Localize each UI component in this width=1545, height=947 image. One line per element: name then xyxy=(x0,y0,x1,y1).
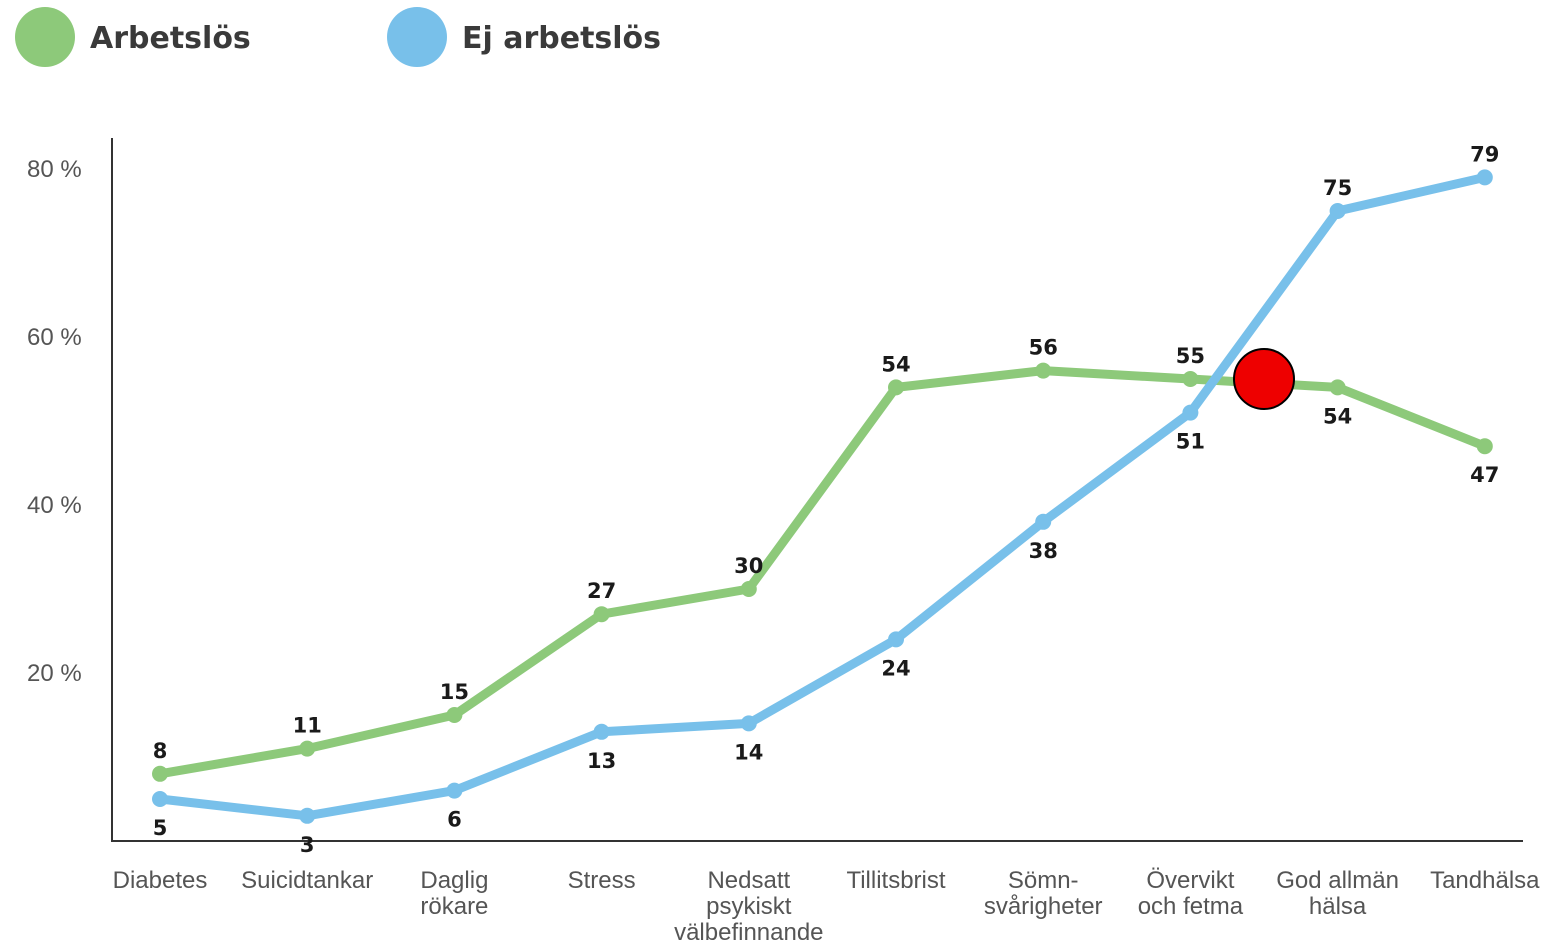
data-point xyxy=(299,740,316,757)
y-tick-label: 80 % xyxy=(27,156,82,183)
data-label: 8 xyxy=(153,739,168,763)
data-label: 15 xyxy=(440,680,469,704)
category-label: Tandhälsa xyxy=(1430,867,1540,894)
series-line-1 xyxy=(155,172,1490,821)
data-labels: 8 11 15 27 30 54 56 55 54 47 5 3 6 13 14 24 38 51 75 79 xyxy=(153,142,1500,856)
legend-swatch-1 xyxy=(387,7,447,67)
data-point xyxy=(740,581,757,597)
category-label-line: God allmän xyxy=(1276,867,1399,894)
category-label: Daglig rökare xyxy=(420,867,488,920)
category-label: Sömn-svårigheter xyxy=(984,867,1103,920)
marker-layer xyxy=(1233,348,1295,410)
data-label: 38 xyxy=(1029,539,1058,563)
data-label: 24 xyxy=(881,656,910,680)
data-point xyxy=(593,606,610,623)
data-label: 3 xyxy=(300,833,315,857)
data-label: 6 xyxy=(447,808,462,832)
data-label: 11 xyxy=(293,714,322,738)
category-label-line: svårigheter xyxy=(984,893,1103,920)
data-point xyxy=(1476,169,1493,186)
category-label-line: Suicidtankar xyxy=(241,867,373,894)
category-label-line: Nedsatt xyxy=(707,867,790,894)
category-label-line: hälsa xyxy=(1309,893,1367,920)
data-point xyxy=(1182,371,1199,387)
legend: Arbetslös Ej arbetslös xyxy=(15,7,661,67)
category-label-line: och fetma xyxy=(1138,893,1244,920)
category-label-line: Daglig xyxy=(420,867,488,894)
category-label: Nedsatt psykiskt välbefinnande xyxy=(674,867,823,946)
data-label: 14 xyxy=(734,740,763,764)
red-marker-icon xyxy=(1233,348,1295,410)
legend-label-1: Ej arbetslös xyxy=(462,21,661,56)
data-label: 30 xyxy=(734,554,763,578)
y-tick-label: 40 % xyxy=(27,492,82,519)
legend-label-0: Arbetslös xyxy=(90,21,251,56)
data-point xyxy=(888,631,904,648)
category-label: Suicidtankar xyxy=(241,867,373,894)
data-point xyxy=(1182,404,1199,421)
data-point xyxy=(740,715,757,732)
legend-swatch-0 xyxy=(15,7,75,67)
data-point xyxy=(152,765,168,782)
data-point xyxy=(1035,513,1052,530)
category-label-line: Tandhälsa xyxy=(1430,867,1540,894)
data-point xyxy=(1329,379,1346,396)
data-label: 56 xyxy=(1029,336,1058,360)
y-tick-labels: 20 % 40 % 60 % 80 % xyxy=(27,156,82,687)
data-point xyxy=(446,707,463,723)
data-label: 79 xyxy=(1470,142,1499,166)
data-label: 47 xyxy=(1470,463,1499,487)
y-tick-label: 60 % xyxy=(27,324,82,351)
category-label-line: Sömn- xyxy=(1008,867,1079,894)
category-label-line: välbefinnande xyxy=(674,919,823,946)
y-tick-label: 20 % xyxy=(27,660,82,687)
category-label: Stress xyxy=(568,867,636,894)
series-points xyxy=(152,169,1493,824)
data-label: 55 xyxy=(1176,344,1205,368)
axes xyxy=(111,138,1523,842)
category-label: Tillitsbrist xyxy=(846,867,945,894)
data-point xyxy=(299,807,316,824)
category-label: Diabetes xyxy=(113,867,208,894)
category-label-line: Stress xyxy=(568,867,636,894)
data-point xyxy=(1476,438,1493,455)
data-label: 5 xyxy=(153,816,168,840)
data-point xyxy=(1035,362,1052,379)
data-point xyxy=(593,723,610,740)
data-label: 27 xyxy=(587,579,616,603)
data-point xyxy=(1329,203,1346,219)
data-point xyxy=(446,782,463,799)
category-label-line: Diabetes xyxy=(113,867,208,894)
category-label: God allmän hälsa xyxy=(1276,867,1399,920)
data-label: 51 xyxy=(1176,430,1205,454)
data-label: 54 xyxy=(881,352,910,376)
category-label-line: Övervikt xyxy=(1146,867,1234,894)
category-label-line: Tillitsbrist xyxy=(846,867,945,894)
category-labels: Diabetes Suicidtankar Daglig rökare Stress Ne… xyxy=(113,867,1541,946)
category-label-line: rökare xyxy=(420,893,488,920)
series-lines xyxy=(155,172,1490,821)
data-point xyxy=(152,791,168,807)
category-label-line: psykiskt xyxy=(706,893,792,920)
category-label: Övervikt och fetma xyxy=(1138,867,1244,920)
data-label: 54 xyxy=(1323,404,1352,428)
data-point xyxy=(888,379,904,396)
series-line-0 xyxy=(155,366,1490,779)
data-label: 13 xyxy=(587,749,616,773)
data-label: 75 xyxy=(1323,176,1352,200)
